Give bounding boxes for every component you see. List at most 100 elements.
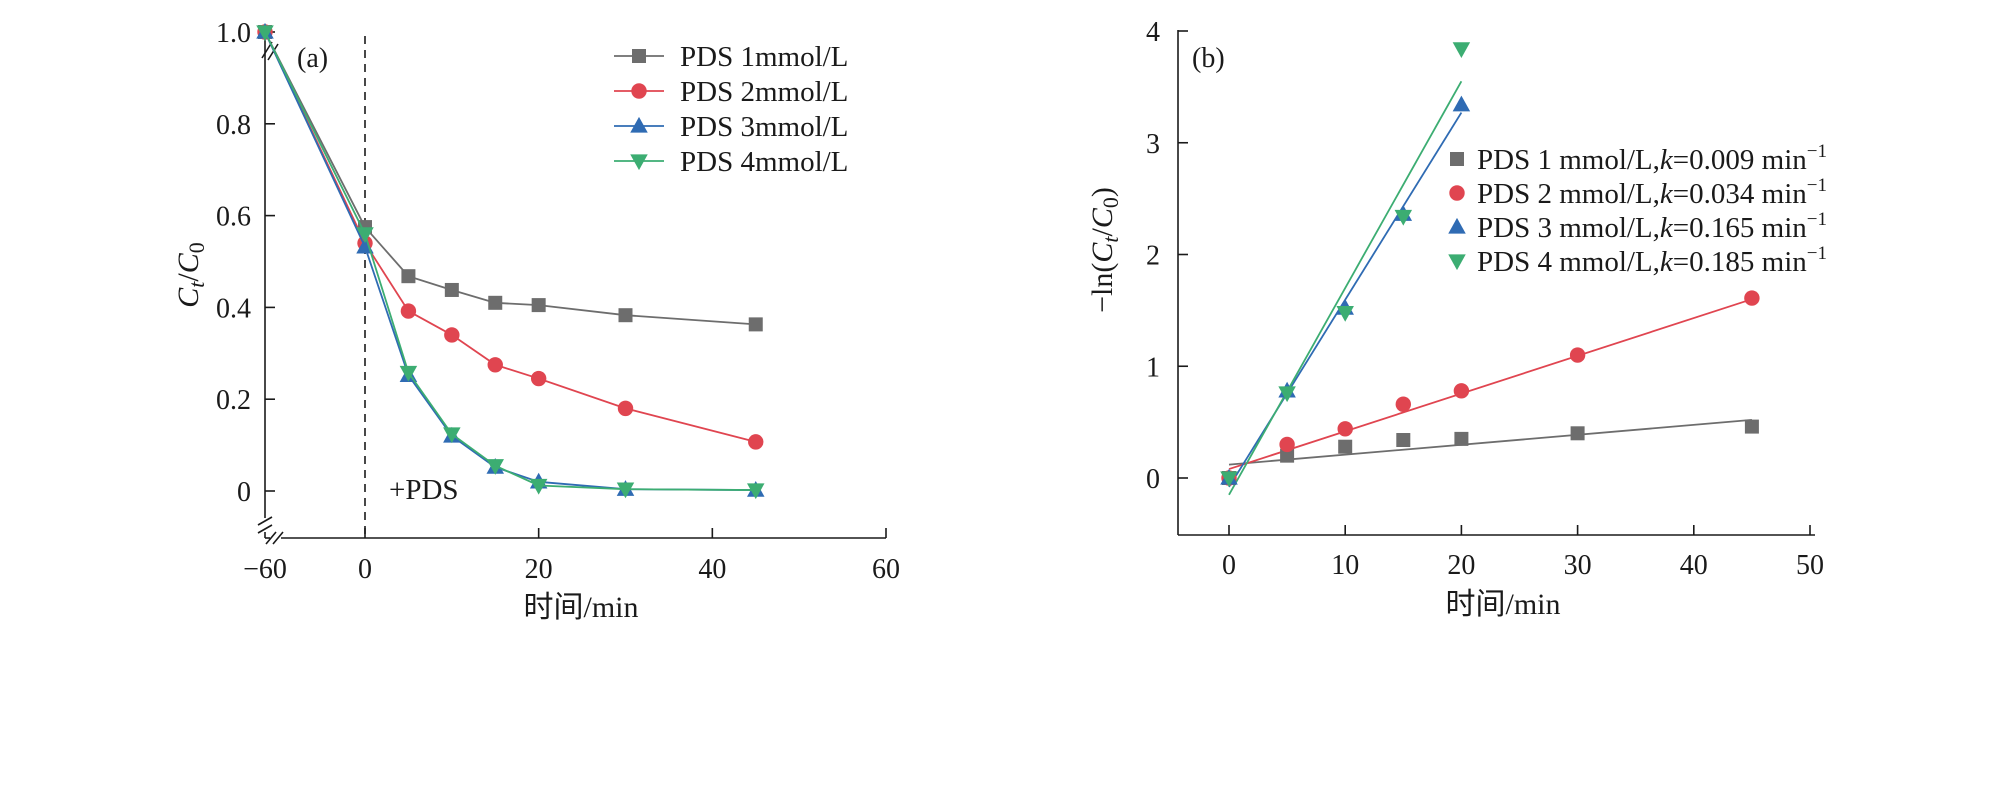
- panel-b-data-point: [1279, 436, 1295, 453]
- panel-b-data-point: [1452, 42, 1471, 58]
- panel-a-legend-entry: PDS 3mmol/L: [614, 111, 848, 143]
- panel-a-x-tick-label: 20: [525, 554, 553, 585]
- panel-b-fit-line: [1228, 418, 1752, 466]
- panel-b-data-point: [1220, 471, 1238, 488]
- panel-b-data-point: [1744, 419, 1759, 434]
- panel-a-data-point: [487, 357, 503, 373]
- panel-a-data-point: [748, 317, 763, 332]
- panel-b-data-point: [1453, 383, 1470, 399]
- panel-b-data-point: [1280, 448, 1295, 463]
- panel-b-data-point: [1394, 209, 1413, 226]
- panel-b-legend-entry: PDS 2 mmol/L,k=0.034 min−1: [1449, 175, 1827, 210]
- panel-b-legend-label: PDS 3 mmol/L,k=0.165 min−1: [1477, 209, 1827, 244]
- panel-a-data-point: [443, 427, 461, 444]
- panel-a-legend-marker: [632, 49, 646, 63]
- panel-b-legend-entry: PDS 3 mmol/L,k=0.165 min−1: [1448, 209, 1827, 244]
- panel-b-x-tick-label: 40: [1680, 550, 1708, 581]
- panel-a-y-tick-label: 0: [237, 477, 251, 508]
- panel-a-data-point: [529, 478, 548, 495]
- panel-b-label: (b): [1192, 43, 1225, 74]
- panel-b-y-axis-title: −ln(Ct/C0): [1086, 187, 1123, 313]
- panel-a-legend-entry: PDS 2mmol/L: [614, 76, 848, 108]
- panel-b-x-tick-label: 20: [1447, 550, 1475, 581]
- panel-b-y-tick-label: 1: [1146, 352, 1160, 383]
- panel-b-series-4: [1220, 42, 1471, 488]
- panel-b-fit-line: [1228, 80, 1463, 496]
- panel-b-data-point: [1395, 396, 1412, 412]
- panel-b-data-point: [1336, 305, 1354, 322]
- panel-b-legend-marker: [1449, 185, 1465, 201]
- panel-b-x-tick-label: 0: [1222, 550, 1236, 581]
- panel-b-data-point: [1396, 433, 1411, 448]
- panel-b-fit-lines: [1228, 80, 1753, 496]
- panel-b-x-tick-label: 10: [1331, 550, 1359, 581]
- panel-b-series-1: [1222, 419, 1759, 485]
- panel-b-y-ticks: 0 1 2 3 4: [1146, 17, 1188, 495]
- panel-b-data-point: [1452, 95, 1471, 112]
- panel-b-legend-entry: PDS 1 mmol/L,k=0.009 min−1: [1450, 141, 1827, 176]
- panel-a-x-tick-label: 60: [872, 554, 900, 585]
- panel-a-x-tick-label: 40: [698, 554, 726, 585]
- panel-b-x-axis-title: 时间/min: [1445, 588, 1560, 621]
- panel-a-data-point: [747, 483, 765, 500]
- panel-b-legend-label: PDS 1 mmol/L,k=0.009 min−1: [1477, 141, 1827, 176]
- panel-a-data-point: [531, 298, 546, 313]
- panel-a-legend-marker: [631, 83, 647, 99]
- panel-a-data-point: [616, 482, 635, 499]
- panel-a-legend-marker: [630, 154, 648, 171]
- panel-b-data-point: [1744, 290, 1760, 306]
- panel-b-y-tick-label: 4: [1146, 17, 1160, 48]
- panel-b-fit-line: [1228, 298, 1753, 470]
- panel-a-series-1: [258, 25, 763, 332]
- panel-a-y-ticks: 0 0.2 0.4 0.6 0.8 1.0: [216, 18, 275, 508]
- panel-b-data-point: [1454, 431, 1469, 446]
- panel-a-x-axis-title: 时间/min: [523, 591, 638, 624]
- panel-b-x-tick-label: 30: [1564, 550, 1592, 581]
- panel-a-series: [256, 22, 765, 500]
- panel-a-data-point: [488, 295, 503, 310]
- panel-a-data-point: [617, 400, 634, 417]
- panel-a-y-tick-label: 0.2: [216, 385, 251, 416]
- panel-a-legend-label: PDS 4mmol/L: [680, 146, 848, 178]
- panel-b-legend-entry: PDS 4 mmol/L,k=0.185 min−1: [1448, 243, 1827, 278]
- panel-b-y-tick-label: 0: [1146, 464, 1160, 495]
- panel-b-legend-marker: [1450, 152, 1464, 166]
- panel-b-data-point: [1569, 347, 1586, 363]
- panel-b-legend-label: PDS 4 mmol/L,k=0.185 min−1: [1477, 243, 1827, 278]
- panel-a-y-tick-label: 1.0: [216, 18, 251, 49]
- panel-b-x-ticks: 0 10 20 30 40 50: [1222, 525, 1824, 581]
- panel-b-y-tick-label: 2: [1146, 241, 1160, 272]
- panel-a-legend-label: PDS 1mmol/L: [680, 41, 848, 73]
- panel-b-data-point: [1338, 439, 1353, 454]
- panel-a-data-point: [400, 303, 417, 319]
- panel-a-chart: −60 0 20 40 60 0 0.2 0.4 0.6 0.8 1.0 (a) +PDS 时间/…: [172, 18, 900, 624]
- panel-b-legend-label: PDS 2 mmol/L,k=0.034 min−1: [1477, 175, 1827, 210]
- panel-a-y-axis-break: [257, 516, 273, 534]
- panel-a-data-point: [486, 459, 504, 475]
- panel-b-data-point: [1570, 426, 1585, 441]
- panel-a-x-tick-label: 0: [358, 554, 372, 585]
- panel-a-x-axis-break: [265, 531, 284, 545]
- panel-a-x-ticks: −60 0 20 40 60: [243, 528, 900, 585]
- panel-a-data-point: [444, 327, 460, 343]
- panel-a-label: (a): [297, 43, 328, 74]
- panel-a-legend-marker: [630, 116, 648, 133]
- panel-a-y-axis-title: Ct/C0: [172, 242, 209, 308]
- panel-a-data-point: [399, 365, 418, 382]
- panel-a-data-point: [530, 370, 547, 387]
- panel-a-legend-label: PDS 3mmol/L: [680, 111, 848, 143]
- panel-b-x-tick-label: 50: [1796, 550, 1824, 581]
- panel-a-axes: −60 0 20 40 60 0 0.2 0.4 0.6 0.8 1.0: [216, 18, 900, 585]
- panel-b-data-point: [1337, 421, 1353, 437]
- panel-a-series-line: [264, 31, 756, 491]
- panel-b-data-point: [1278, 386, 1296, 403]
- pds-annotation: +PDS: [389, 474, 459, 506]
- panel-a-y-tick-label: 0.4: [216, 293, 251, 324]
- panel-a-x-tick-label: −60: [243, 554, 287, 585]
- panel-a-data-point: [256, 25, 274, 42]
- panel-a-y-tick-label: 0.8: [216, 110, 251, 141]
- panel-b-legend-marker: [1448, 254, 1466, 271]
